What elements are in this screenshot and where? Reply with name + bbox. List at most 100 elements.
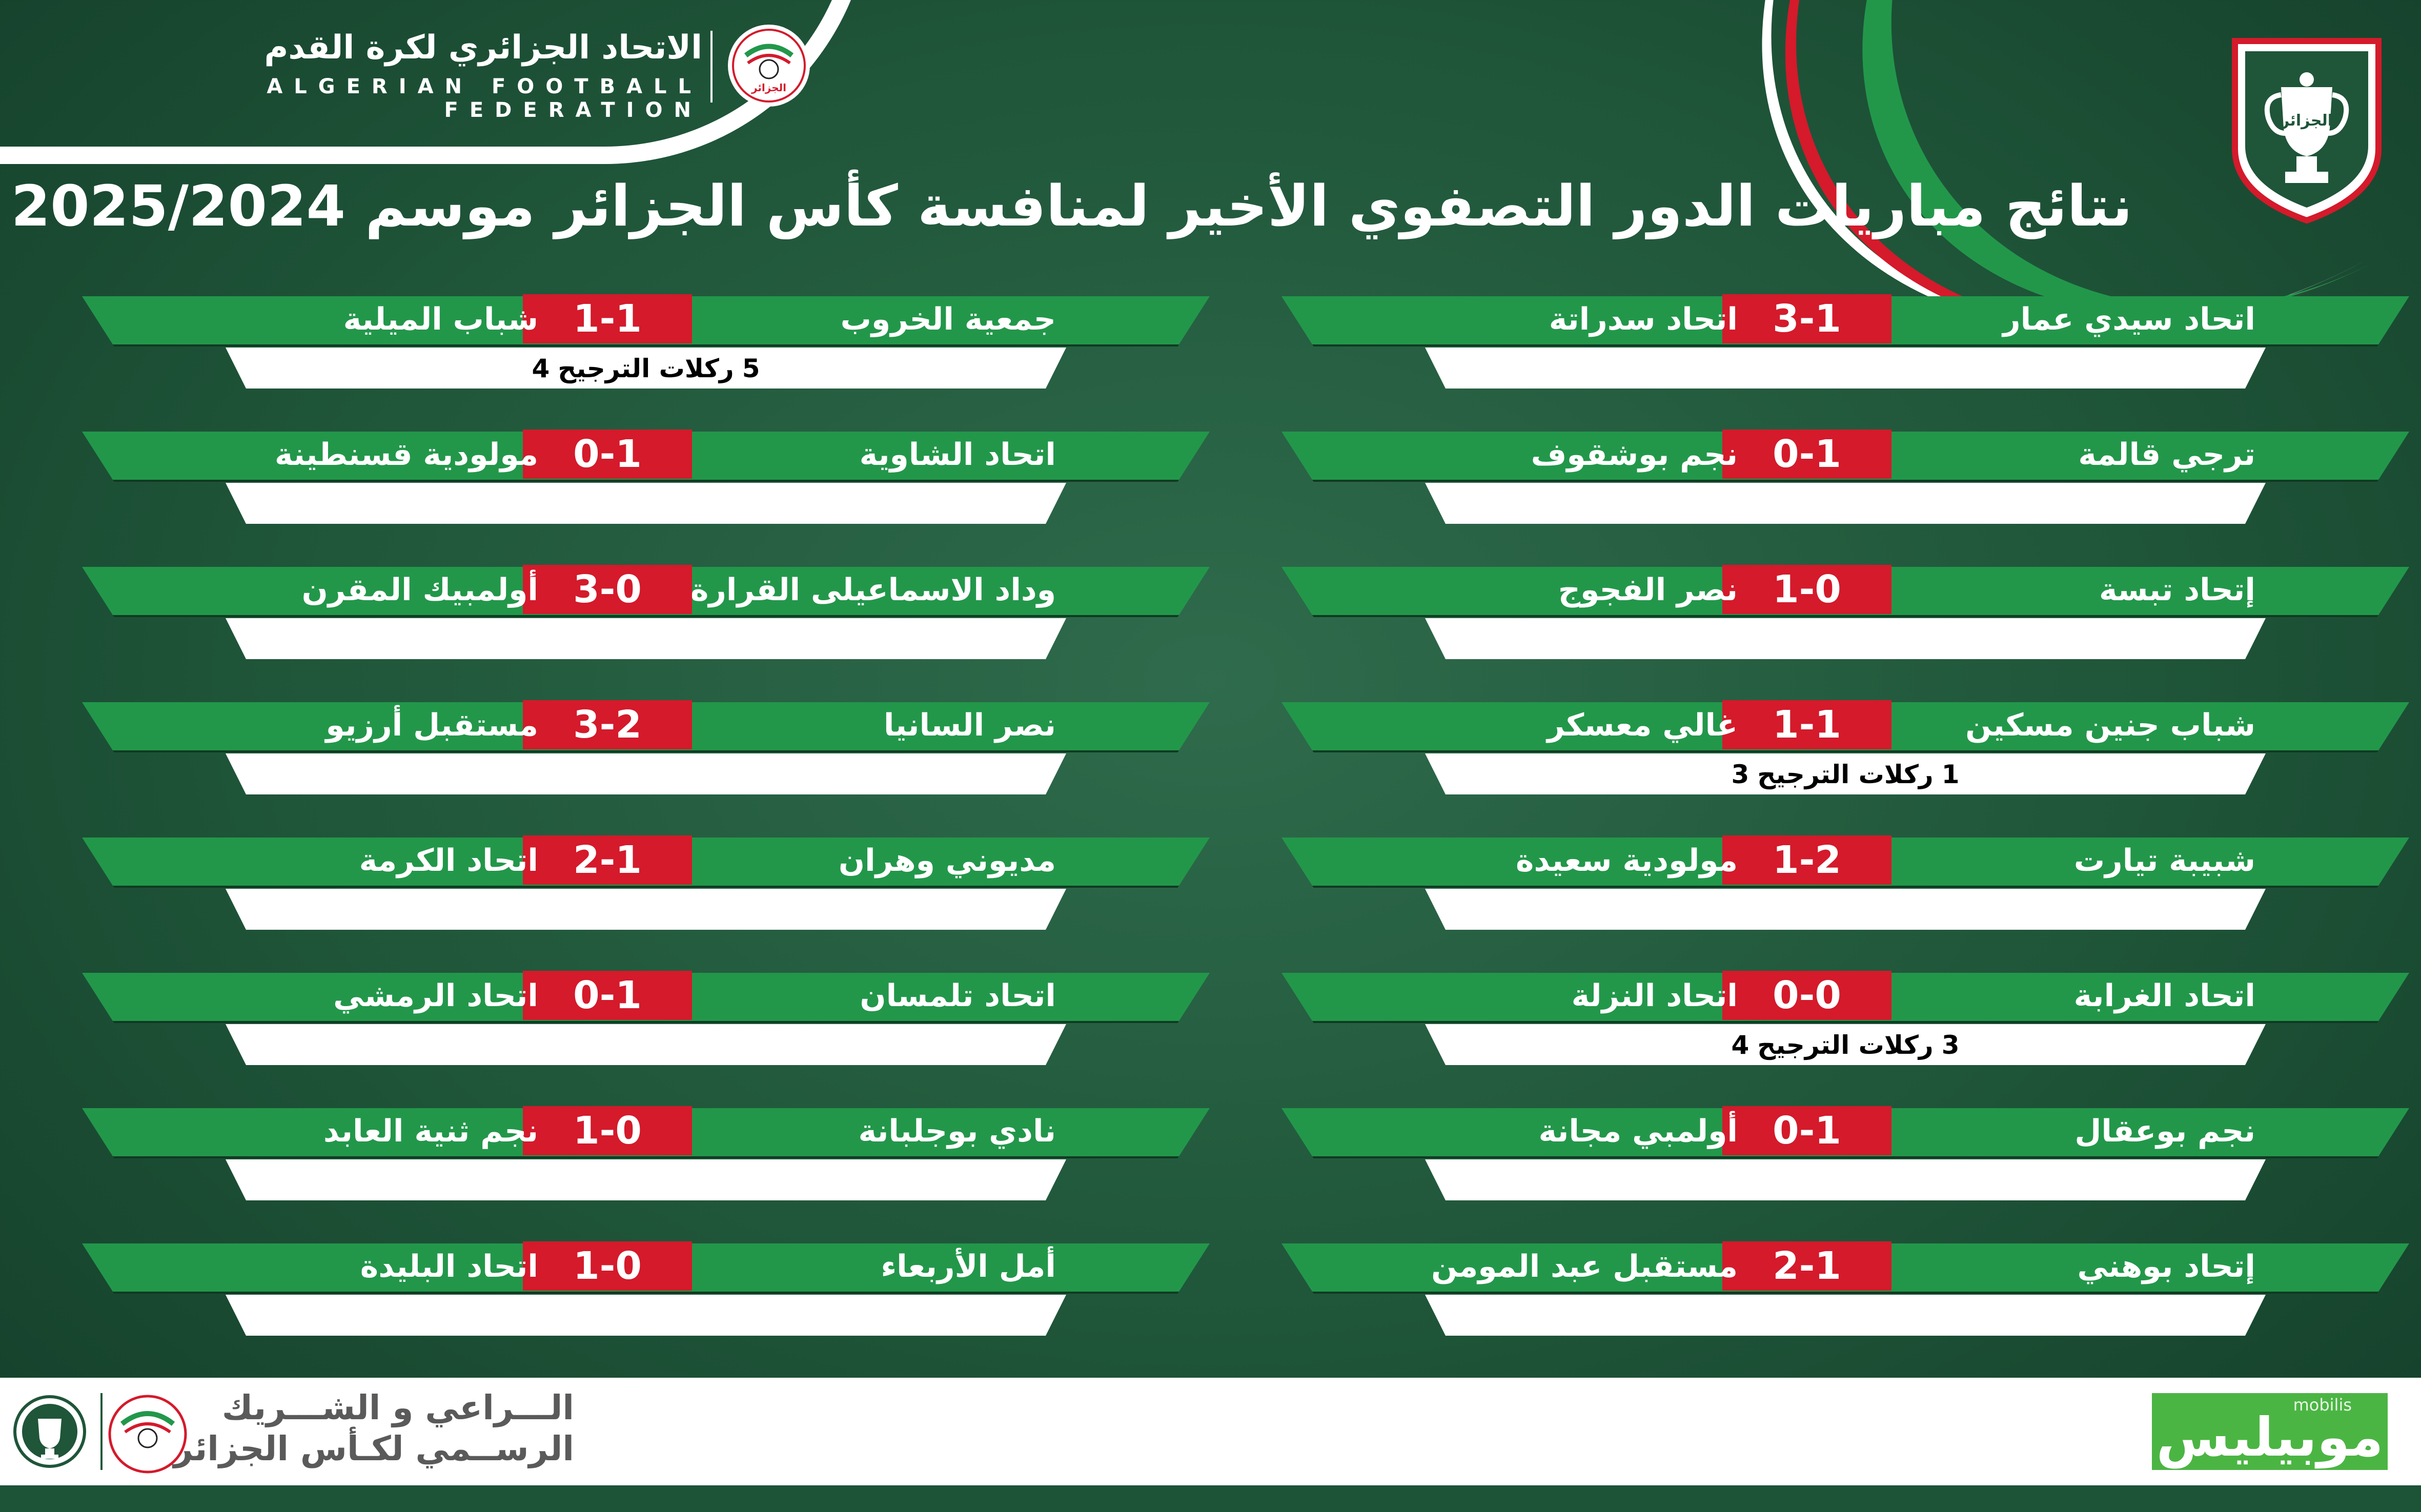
match-row: وداد الاسماعيلى القرارة 3-0 أولمبيك المقرن — [82, 562, 1210, 690]
match-row: شبيبة تيارت 1-2 مولودية سعيدة — [1281, 832, 2409, 961]
match-row: نصر السانيا 3-2 مستقبل أرزيو — [82, 697, 1210, 825]
mobilis-latin: mobilis — [2293, 1395, 2352, 1415]
away-team: نجم ثنية العابد — [323, 1113, 538, 1149]
federation-logo-small — [107, 1393, 189, 1475]
match-score: 1-1 — [1722, 700, 1891, 749]
home-team: إتحاد بوهني — [2077, 1249, 2256, 1284]
algeria-cup-badge: الجزائر — [2225, 31, 2389, 226]
penalty-away-score: 4 — [532, 354, 550, 383]
svg-text:الجزائر: الجزائر — [2280, 112, 2333, 130]
home-team: جمعية الخروب — [840, 301, 1056, 337]
home-team: مديوني وهران — [838, 843, 1056, 878]
away-team: اتحاد النزلة — [1571, 978, 1738, 1014]
sponsor-line-1: الـــراعي و الشـــريك — [221, 1388, 574, 1427]
home-team: اتحاد تلمسان — [860, 978, 1056, 1014]
away-team: اتحاد الكرمة — [359, 843, 538, 878]
away-team: نصر الفجوج — [1558, 572, 1738, 608]
mobilis-logo: mobilis موبيليس — [2152, 1393, 2388, 1470]
match-score: 1-2 — [1722, 835, 1891, 885]
match-score: 1-0 — [523, 1106, 692, 1155]
home-team: شباب جنين مسكين — [1965, 707, 2255, 743]
home-team: إتحاد تبسة — [2099, 572, 2255, 608]
match-under-tab — [1425, 1295, 2266, 1336]
match-score: 0-1 — [523, 971, 692, 1020]
match-row: إتحاد تبسة 1-0 نصر الفجوج — [1281, 562, 2409, 690]
match-row: اتحاد الغرابة 0-0 اتحاد النزلة 3ركلات الترج… — [1281, 968, 2409, 1096]
match-score: 0-1 — [523, 430, 692, 479]
match-row: شباب جنين مسكين 1-1 غالي معسكر 1ركلات الترج… — [1281, 697, 2409, 825]
home-team: نصر السانيا — [883, 707, 1056, 743]
penalty-label: ركلات الترجيح — [1757, 1030, 1934, 1060]
away-team: مولودية قسنطينة — [274, 437, 538, 473]
penalty-result: 5 ركلات الترجيح 4 — [226, 348, 1066, 390]
match-row: ترجي قالمة 0-1 نجم بوشقوف — [1281, 426, 2409, 555]
match-row: اتحاد تلمسان 0-1 اتحاد الرمشي — [82, 968, 1210, 1096]
match-row: أمل الأربعاء 1-0 اتحاد البليدة — [82, 1238, 1210, 1366]
federation-emblem-small-icon — [108, 1395, 187, 1474]
match-score: 3-1 — [1722, 294, 1891, 343]
footer-strip — [0, 1485, 2421, 1512]
home-team: اتحاد الشاوية — [859, 437, 1056, 473]
away-team: غالي معسكر — [1547, 707, 1738, 743]
match-score: 0-0 — [1722, 971, 1891, 1020]
away-team: نجم بوشقوف — [1531, 437, 1738, 473]
match-under-tab — [226, 618, 1066, 659]
penalty-away-score: 4 — [1731, 1030, 1749, 1060]
match-row: نادي بوجلبانة 1-0 نجم ثنية العابد — [82, 1103, 1210, 1231]
federation-name-arabic: الاتحاد الجزائري لكرة القدم — [264, 29, 702, 67]
match-under-tab — [226, 1159, 1066, 1200]
match-row: نجم بوعقال 0-1 أولمبي مجانة — [1281, 1103, 2409, 1231]
penalty-home-score: 5 — [742, 354, 760, 383]
match-row: إتحاد بوهني 2-1 مستقبل عبد المومن — [1281, 1238, 2409, 1366]
sponsor-line-2: الرســمي لكـأس الجزائر — [173, 1429, 574, 1468]
penalty-away-score: 3 — [1731, 760, 1749, 789]
penalty-result: 3ركلات الترجيح 4 — [1425, 1024, 2266, 1066]
match-under-tab — [226, 483, 1066, 524]
mobilis-arabic: موبيليس — [2156, 1406, 2384, 1468]
away-team: أولمبي مجانة — [1538, 1113, 1738, 1149]
match-score: 0-1 — [1722, 430, 1891, 479]
home-team: أمل الأربعاء — [881, 1249, 1056, 1284]
match-under-tab — [226, 889, 1066, 930]
svg-text:الجزائر: الجزائر — [751, 81, 786, 94]
federation-emblem-icon: الجزائر — [732, 29, 806, 103]
away-team: مستقبل عبد المومن — [1431, 1249, 1738, 1284]
match-score: 1-0 — [523, 1241, 692, 1291]
home-team: اتحاد الغرابة — [2073, 978, 2255, 1014]
match-score: 0-1 — [1722, 1106, 1891, 1155]
match-score: 3-2 — [523, 700, 692, 749]
penalty-home-score: 1 — [1941, 760, 1960, 789]
match-score: 1-1 — [523, 294, 692, 343]
match-row: اتحاد الشاوية 0-1 مولودية قسنطينة — [82, 426, 1210, 555]
away-team: شباب الميلية — [343, 301, 538, 337]
match-score: 1-0 — [1722, 565, 1891, 614]
away-team: أولمبيك المقرن — [301, 572, 538, 608]
match-under-tab — [226, 348, 1066, 389]
away-team: اتحاد الرمشي — [333, 978, 538, 1014]
trophy-icon: الجزائر — [2232, 38, 2382, 224]
match-under-tab — [1425, 348, 2266, 389]
home-team: شبيبة تيارت — [2073, 843, 2255, 878]
match-score: 3-0 — [523, 565, 692, 614]
match-score: 2-1 — [1722, 1241, 1891, 1291]
match-under-tab — [1425, 753, 2266, 794]
home-team: وداد الاسماعيلى القرارة — [690, 572, 1056, 608]
cup-badge-small — [11, 1393, 88, 1470]
home-team: ترجي قالمة — [2078, 437, 2255, 473]
header-divider — [710, 31, 713, 103]
match-row: اتحاد سيدي عمار 3-1 اتحاد سدراتة — [1281, 291, 2409, 419]
match-under-tab — [1425, 1024, 2266, 1065]
penalty-result: 1ركلات الترجيح 3 — [1425, 753, 2266, 795]
match-row: مديوني وهران 2-1 اتحاد الكرمة — [82, 832, 1210, 961]
match-under-tab — [226, 753, 1066, 794]
footer-divider — [100, 1393, 103, 1470]
match-under-tab — [1425, 618, 2266, 659]
penalty-label: ركلات الترجيح — [1757, 760, 1934, 789]
home-team: اتحاد سيدي عمار — [2003, 301, 2255, 337]
match-under-tab — [1425, 1159, 2266, 1200]
away-team: اتحاد سدراتة — [1549, 301, 1738, 337]
match-under-tab — [1425, 889, 2266, 930]
home-team: نجم بوعقال — [2074, 1113, 2255, 1149]
match-row: جمعية الخروب 1-1 شباب الميلية 5 ركلات الترجي… — [82, 291, 1210, 419]
page-title: نتائج مباريات الدور التصفوي الأخير لمناف… — [11, 173, 2132, 239]
